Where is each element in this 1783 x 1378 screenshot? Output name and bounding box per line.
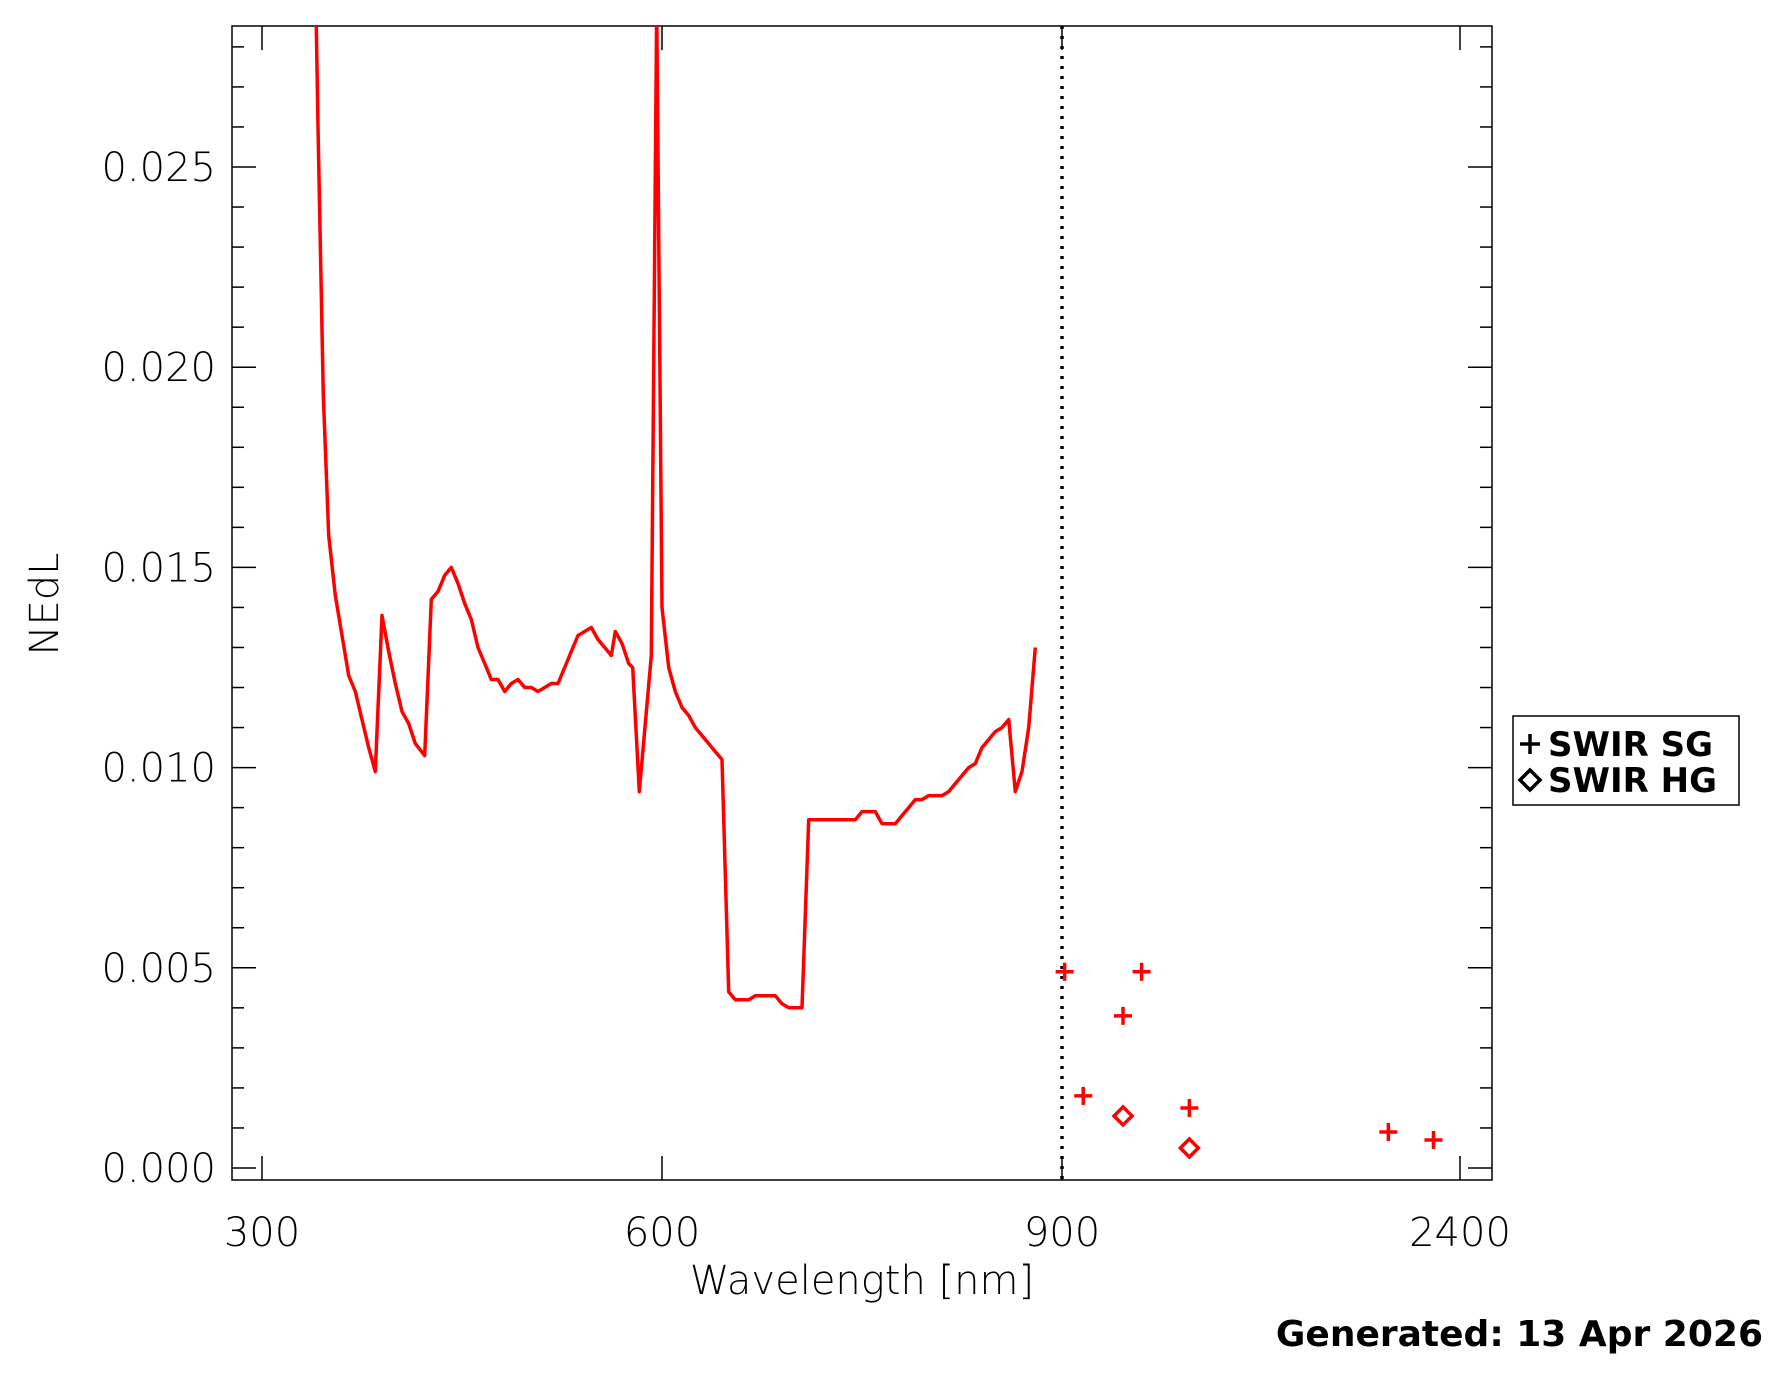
legend-label: SWIR SG xyxy=(1548,725,1713,765)
plot-frame xyxy=(231,25,1493,1181)
swir-sg-point xyxy=(1379,1122,1398,1141)
y-tick-label: 0.025 xyxy=(101,145,216,191)
y-tick-label: 0.015 xyxy=(101,545,216,591)
nedl-line-series xyxy=(314,26,1038,1010)
legend-box xyxy=(1512,715,1740,806)
legend-diamond-icon xyxy=(1517,767,1543,793)
legend-item: SWIR SG xyxy=(1520,725,1713,765)
x-tick-label: 300 xyxy=(224,1210,300,1256)
x-tick-label: 2400 xyxy=(1409,1210,1511,1256)
y-tick-label: 0.020 xyxy=(101,345,216,391)
swir-sg-point xyxy=(1424,1130,1443,1149)
x-axis-label: Wavelength [nm] xyxy=(690,1258,1034,1304)
swir-hg-point xyxy=(1111,1104,1135,1128)
legend-label: SWIR HG xyxy=(1548,761,1717,801)
legend-item: SWIR HG xyxy=(1517,761,1717,801)
swir-sg-point xyxy=(1180,1098,1199,1117)
x-axis-tick-labels: 300 600 900 2400 xyxy=(224,1210,1511,1256)
x-tick-label: 900 xyxy=(1024,1210,1100,1256)
y-tick-label: 0.000 xyxy=(101,1146,216,1192)
x-axis-ticks xyxy=(261,26,1461,1180)
y-axis-ticks xyxy=(232,46,1492,1169)
x-tick-label: 600 xyxy=(624,1210,700,1256)
swir-sg-point xyxy=(1132,962,1151,981)
swir-sg-point xyxy=(1114,1006,1133,1025)
y-axis-label: NEdL xyxy=(22,553,68,656)
swir-sg-point xyxy=(1055,962,1074,981)
y-tick-label: 0.010 xyxy=(101,746,216,792)
swir-hg-point xyxy=(1177,1136,1201,1160)
y-axis-tick-labels: 0.000 0.005 0.010 0.015 0.020 0.025 xyxy=(101,145,216,1192)
y-tick-label: 0.005 xyxy=(101,946,216,992)
swir-sg-point xyxy=(1074,1086,1093,1105)
generated-date-footer: Generated: 13 Apr 2026 xyxy=(1276,1314,1763,1355)
series-layer xyxy=(314,26,1443,1160)
